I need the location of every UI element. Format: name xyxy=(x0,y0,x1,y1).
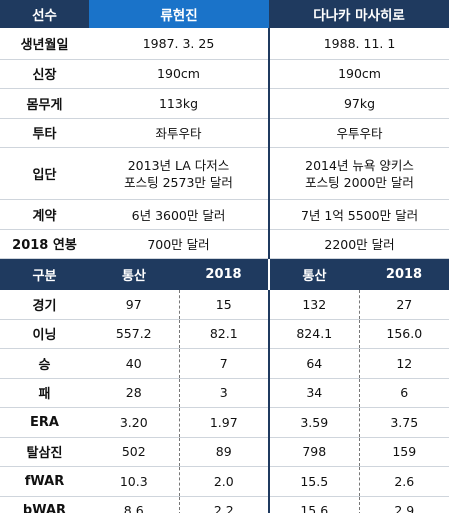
table-row: 이닝 557.2 82.1 824.1 156.0 xyxy=(0,319,449,349)
p1-total-value: 502 xyxy=(89,437,180,467)
player1-value: 113kg xyxy=(89,88,270,119)
row-label: 신장 xyxy=(0,59,89,89)
table-row: 경기 97 15 132 27 xyxy=(0,289,449,320)
row-label: 패 xyxy=(0,378,89,408)
player2-value: 7년 1억 5500만 달러 xyxy=(268,199,449,230)
table-row: 2018 연봉 700만 달러 2200만 달러 xyxy=(0,229,449,259)
player1-value: 6년 3600만 달러 xyxy=(89,199,270,230)
p1-total-value: 28 xyxy=(89,378,180,408)
p1-2018-value: 15 xyxy=(179,289,270,320)
p2-total-value: 64 xyxy=(268,348,360,379)
stats-header-p2-2018: 2018 xyxy=(359,258,449,290)
player1-value: 1987. 3. 25 xyxy=(89,28,270,60)
stats-header-p1-2018: 2018 xyxy=(179,258,270,290)
row-label: ERA xyxy=(0,407,89,438)
table-row: fWAR 10.3 2.0 15.5 2.6 xyxy=(0,466,449,497)
row-label: 계약 xyxy=(0,199,89,230)
table-row: 패 28 3 34 6 xyxy=(0,378,449,408)
p1-total-value: 557.2 xyxy=(89,319,180,349)
table-row: 몸무게 113kg 97kg xyxy=(0,88,449,119)
row-label: 생년월일 xyxy=(0,28,89,60)
row-label: 2018 연봉 xyxy=(0,229,89,259)
p2-2018-value: 2.9 xyxy=(359,496,449,513)
p1-total-value: 97 xyxy=(89,289,180,320)
stats-header-row: 구분 통산 2018 통산 2018 xyxy=(0,258,449,290)
p1-2018-value: 89 xyxy=(179,437,270,467)
p2-2018-value: 6 xyxy=(359,378,449,408)
p2-2018-value: 27 xyxy=(359,289,449,320)
row-label: 경기 xyxy=(0,289,89,320)
row-label: 입단 xyxy=(0,147,89,200)
p1-total-value: 3.20 xyxy=(89,407,180,438)
row-label: 승 xyxy=(0,348,89,379)
table-row: 신장 190cm 190cm xyxy=(0,59,449,89)
p2-2018-value: 12 xyxy=(359,348,449,379)
p1-2018-value: 3 xyxy=(179,378,270,408)
stats-header-p2-total: 통산 xyxy=(268,258,360,290)
player1-value: 좌투우타 xyxy=(89,118,270,148)
p2-total-value: 15.5 xyxy=(268,466,360,497)
row-label: 이닝 xyxy=(0,319,89,349)
player2-value: 2014년 뉴욕 양키스 포스팅 2000만 달러 xyxy=(268,147,449,200)
table-row: 계약 6년 3600만 달러 7년 1억 5500만 달러 xyxy=(0,199,449,230)
table-header-row: 선수 류현진 다나카 마사히로 xyxy=(0,0,449,28)
table-row: 승 40 7 64 12 xyxy=(0,348,449,379)
p2-2018-value: 159 xyxy=(359,437,449,467)
p1-2018-value: 82.1 xyxy=(179,319,270,349)
table-row: 탈삼진 502 89 798 159 xyxy=(0,437,449,467)
player2-value: 2200만 달러 xyxy=(268,229,449,259)
table-row: 생년월일 1987. 3. 25 1988. 11. 1 xyxy=(0,28,449,60)
player1-value: 190cm xyxy=(89,59,270,89)
p1-2018-value: 2.2 xyxy=(179,496,270,513)
table-row: ERA 3.20 1.97 3.59 3.75 xyxy=(0,407,449,438)
table-row: bWAR 8.6 2.2 15.6 2.9 xyxy=(0,496,449,513)
player2-value: 190cm xyxy=(268,59,449,89)
player2-value: 97kg xyxy=(268,88,449,119)
p2-2018-value: 3.75 xyxy=(359,407,449,438)
p2-total-value: 824.1 xyxy=(268,319,360,349)
row-label: 탈삼진 xyxy=(0,437,89,467)
p2-total-value: 15.6 xyxy=(268,496,360,513)
player1-value: 2013년 LA 다저스 포스팅 2573만 달러 xyxy=(89,147,270,200)
p1-2018-value: 2.0 xyxy=(179,466,270,497)
player1-value: 700만 달러 xyxy=(89,229,270,259)
p2-total-value: 3.59 xyxy=(268,407,360,438)
row-label: bWAR xyxy=(0,496,89,513)
p1-total-value: 10.3 xyxy=(89,466,180,497)
p2-total-value: 798 xyxy=(268,437,360,467)
p2-2018-value: 2.6 xyxy=(359,466,449,497)
table-row: 투타 좌투우타 우투우타 xyxy=(0,118,449,148)
stats-header-label: 구분 xyxy=(0,258,89,290)
player2-name: 다나카 마사히로 xyxy=(269,0,449,28)
header-label: 선수 xyxy=(0,0,89,28)
p1-total-value: 8.6 xyxy=(89,496,180,513)
p1-2018-value: 7 xyxy=(179,348,270,379)
player1-name: 류현진 xyxy=(89,0,270,28)
p2-total-value: 132 xyxy=(268,289,360,320)
player2-value: 우투우타 xyxy=(268,118,449,148)
row-label: fWAR xyxy=(0,466,89,497)
p2-2018-value: 156.0 xyxy=(359,319,449,349)
stats-header-p1-total: 통산 xyxy=(89,258,179,290)
p2-total-value: 34 xyxy=(268,378,360,408)
p1-total-value: 40 xyxy=(89,348,180,379)
table-row: 입단 2013년 LA 다저스 포스팅 2573만 달러 2014년 뉴욕 양키… xyxy=(0,147,449,200)
p1-2018-value: 1.97 xyxy=(179,407,270,438)
player2-value: 1988. 11. 1 xyxy=(268,28,449,60)
row-label: 몸무게 xyxy=(0,88,89,119)
row-label: 투타 xyxy=(0,118,89,148)
